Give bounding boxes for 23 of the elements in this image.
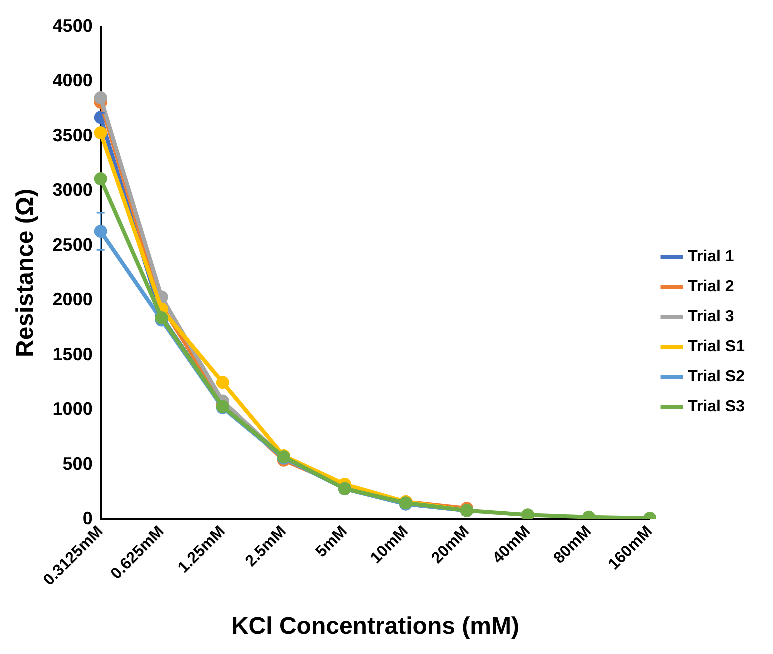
legend-label: Trial S2 [688,368,746,386]
y-tick-label: 4000 [52,70,93,91]
point [94,225,108,238]
point [522,508,535,520]
legend-label: Trial S1 [688,338,746,356]
x-axis-title: KCl Concentrations (mM) [231,613,520,640]
y-tick-label: 2000 [52,290,93,310]
y-tick-label: 500 [62,454,93,474]
y-axis-title: Resistance (Ω) [12,188,40,358]
legend-label: Trial 3 [688,308,734,326]
legend-label: Trial 1 [688,248,734,266]
point [216,376,230,390]
legend-label: Trial S3 [688,398,746,416]
point [94,172,108,186]
point [94,91,108,104]
y-tick-label: 1000 [52,399,93,420]
y-tick-label: 4500 [52,16,93,36]
y-tick-label: 1500 [52,344,93,364]
y-tick-label: 0 [82,508,93,529]
legend-label: Trial 2 [688,278,734,296]
y-tick-label: 2500 [52,234,93,255]
y-tick-label: 3500 [52,125,93,146]
y-tick-label: 3000 [52,180,93,200]
